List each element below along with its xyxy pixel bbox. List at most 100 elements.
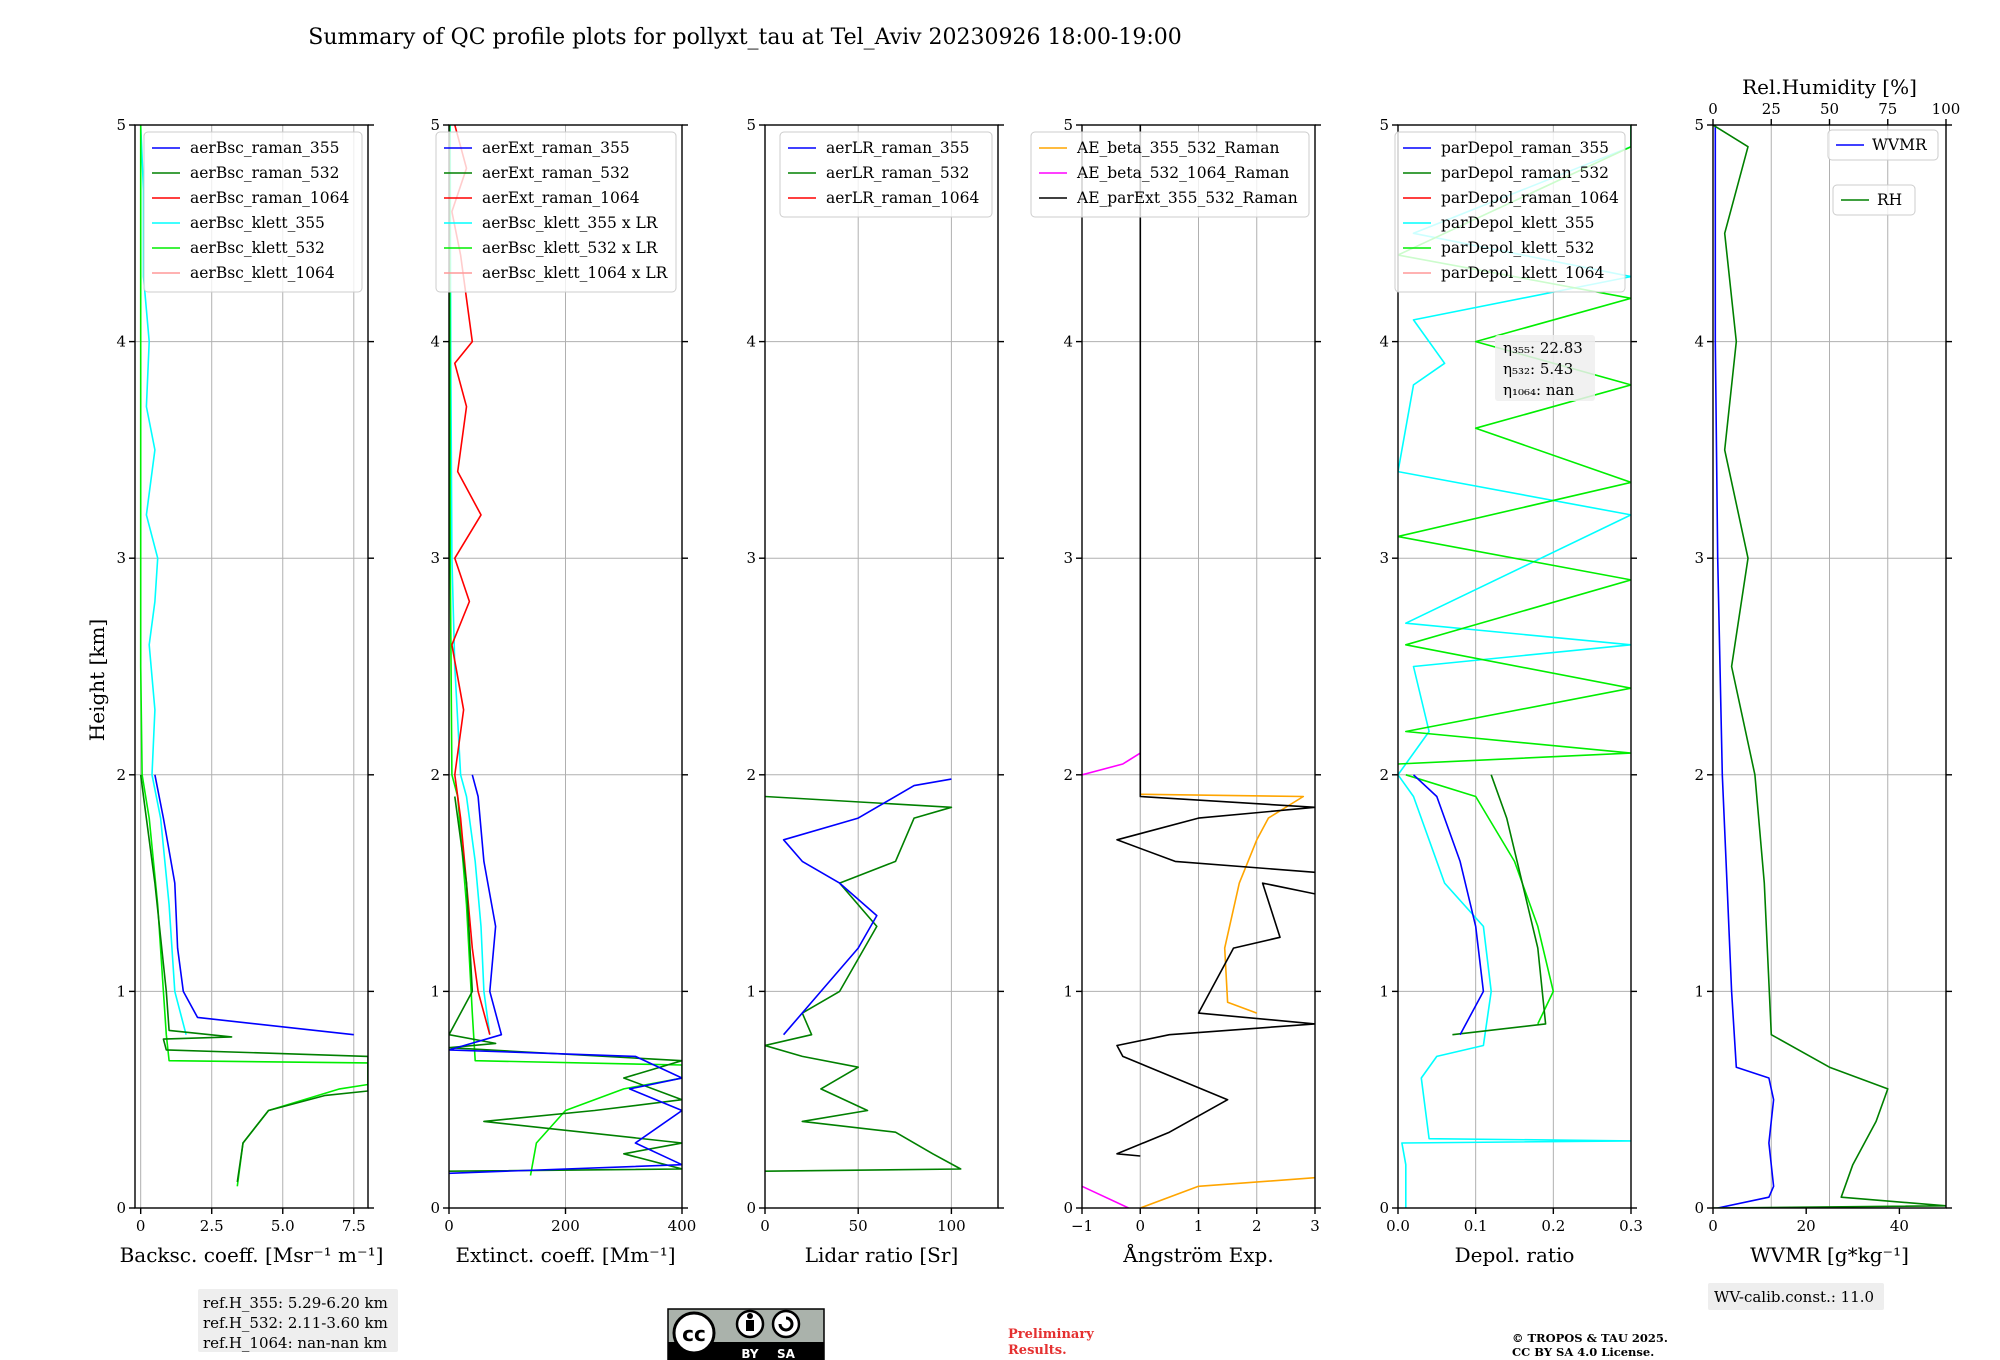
y-tick-label-0: 0	[1063, 1199, 1073, 1217]
x-axis-label: Lidar ratio [Sr]	[805, 1243, 959, 1267]
series-line-ae-parext-355-532-raman-upper	[1116, 125, 1315, 874]
x-axis-label: Ångström Exp.	[1122, 1242, 1273, 1267]
y-tick-label-4: 4	[1379, 333, 1389, 351]
legend-label-1: aerExt_raman_532	[482, 164, 630, 182]
panel-depol: 0 1 2 3 4 5 0.0 0.1 0.2 0.3 Depol. ratio parDepol_r…	[1379, 116, 1642, 1267]
copyright-line-2: CC BY SA 4.0 License.	[1512, 1345, 1654, 1359]
top-axis-label: Rel.Humidity [%]	[1742, 75, 1917, 99]
series-group	[1082, 125, 1315, 1208]
y-tick-label-0: 0	[430, 1199, 440, 1217]
series-line-aerbsc-klett-532-x-lr	[449, 125, 682, 1176]
legend-label-0: aerBsc_raman_355	[190, 139, 340, 157]
x-tick-label-1: 20	[1797, 1217, 1816, 1235]
x-tick-label-0: −1	[1071, 1217, 1093, 1235]
series-line-aerlr-raman-355	[782, 778, 952, 1036]
legend-label-1: parDepol_raman_532	[1441, 164, 1609, 182]
y-tick-label-0: 0	[746, 1199, 756, 1217]
legend-label-1: AE_beta_532_1064_Raman	[1076, 164, 1289, 182]
x-axis-label: Backsc. coeff. [Msr⁻¹ m⁻¹]	[120, 1243, 384, 1267]
legend-label-0: parDepol_raman_355	[1441, 139, 1609, 157]
x-tick-label-1: 200	[551, 1217, 580, 1235]
y-tick-label-2: 2	[116, 766, 126, 784]
eta-annotation-line-2: η₁₀₆₄: nan	[1503, 381, 1574, 399]
legend: aerLR_raman_355 aerLR_raman_532 aerLR_rama…	[779, 131, 993, 218]
legend-label-0: WVMR	[1872, 136, 1928, 154]
eta-annotation-box	[1495, 335, 1595, 401]
legend-box	[143, 131, 363, 293]
legend-label-0: AE_beta_355_532_Raman	[1076, 139, 1279, 157]
legend: aerExt_raman_355 aerExt_raman_532 aerExt_r…	[435, 131, 677, 293]
legend-label-4: parDepol_klett_532	[1441, 239, 1594, 257]
legend-box-0	[1827, 129, 1939, 161]
top-tick-label-1: 25	[1762, 100, 1781, 118]
series-group	[765, 778, 962, 1172]
legend-label-5: aerBsc_klett_1064	[190, 264, 335, 282]
y-tick-label-5: 5	[746, 116, 756, 134]
x-tick-label-2: 1	[1194, 1217, 1204, 1235]
y-tick-label-4: 4	[746, 333, 756, 351]
y-tick-label-4: 4	[116, 333, 126, 351]
legend-box	[1030, 131, 1310, 218]
legend-label-3: parDepol_klett_355	[1441, 214, 1594, 232]
refh-line-1064: ref.H_1064: nan-nan km	[203, 1334, 387, 1352]
x-tick-label-0: 0	[444, 1217, 454, 1235]
y-tick-label-5: 5	[1694, 116, 1704, 134]
refh-line-532: ref.H_532: 2.11-3.60 km	[203, 1314, 388, 1332]
legend-label-2: parDepol_raman_1064	[1441, 189, 1619, 207]
y-tick-label-5: 5	[430, 116, 440, 134]
legend-label-5: aerBsc_klett_1064 x LR	[482, 264, 669, 282]
x-tick-label-1: 0	[1135, 1217, 1145, 1235]
series-line-ae-beta-355-532-raman	[1140, 1176, 1315, 1208]
series-line-pardepol-raman-355	[1412, 774, 1485, 1036]
panel-backscatter: 0 1 2 3 4 5 0 2.5 5.0 7.5 Backsc. coeff. [Msr⁻¹ m⁻…	[116, 116, 383, 1267]
legend-label-4: aerBsc_klett_532 x LR	[482, 239, 659, 257]
legend-label-0: aerLR_raman_355	[826, 139, 969, 157]
refh-line-355: ref.H_355: 5.29-6.20 km	[203, 1294, 388, 1312]
shared-y-axis-label: Height [km]	[85, 619, 109, 741]
x-tick-label-3: 0.3	[1619, 1217, 1643, 1235]
y-tick-label-0: 0	[116, 1199, 126, 1217]
y-tick-label-5: 5	[1379, 116, 1389, 134]
series-group	[139, 125, 368, 1187]
y-tick-label-1: 1	[1063, 982, 1073, 1000]
y-tick-label-3: 3	[1379, 549, 1389, 567]
axes-frame	[134, 124, 369, 1209]
legend-label-2: aerExt_raman_1064	[482, 189, 640, 207]
x-tick-label-1: 2.5	[200, 1217, 224, 1235]
legend-label-2: aerLR_raman_1064	[826, 189, 979, 207]
y-tick-label-1: 1	[1379, 982, 1389, 1000]
x-tick-label-3: 2	[1252, 1217, 1262, 1235]
legend: WVMR RH	[1827, 129, 1939, 216]
y-tick-label-2: 2	[746, 766, 756, 784]
x-tick-label-3: 7.5	[342, 1217, 366, 1235]
legend-label-2: aerBsc_raman_1064	[190, 189, 350, 207]
y-tick-label-4: 4	[1694, 333, 1704, 351]
legend-box	[1394, 131, 1626, 293]
x-axis-label: Extinct. coeff. [Mm⁻¹]	[455, 1243, 675, 1267]
series-line-aerbsc-raman-355	[154, 774, 354, 1036]
cc-icon	[672, 1311, 716, 1355]
axes-frame	[1397, 124, 1632, 1209]
axes-frame	[764, 124, 999, 1209]
legend-label-3: aerBsc_klett_355 x LR	[482, 214, 659, 232]
x-tick-label-4: 3	[1310, 1217, 1320, 1235]
wv-calib-box	[1708, 1283, 1884, 1310]
preliminary-line-2: Results.	[1008, 1343, 1067, 1358]
y-tick-label-3: 3	[1694, 549, 1704, 567]
y-tick-label-4: 4	[430, 333, 440, 351]
legend-label-5: parDepol_klett_1064	[1441, 264, 1604, 282]
y-tick-label-2: 2	[1694, 766, 1704, 784]
legend-label-1: RH	[1877, 191, 1902, 209]
legend: aerBsc_raman_355 aerBsc_raman_532 aerBsc_r…	[143, 131, 363, 293]
legend: AE_beta_355_532_Raman AE_beta_532_1064_Ra…	[1030, 131, 1310, 218]
legend-label-1: aerLR_raman_532	[826, 164, 969, 182]
series-line-rh	[1713, 125, 1946, 1208]
series-line-ae-beta-532-1064-raman	[1082, 1185, 1129, 1208]
y-tick-label-3: 3	[746, 549, 756, 567]
series-line-pardepol-klett-355	[1398, 125, 1631, 1208]
x-tick-label-2: 0.2	[1541, 1217, 1565, 1235]
x-tick-label-2: 40	[1890, 1217, 1909, 1235]
x-tick-label-2: 400	[668, 1217, 697, 1235]
